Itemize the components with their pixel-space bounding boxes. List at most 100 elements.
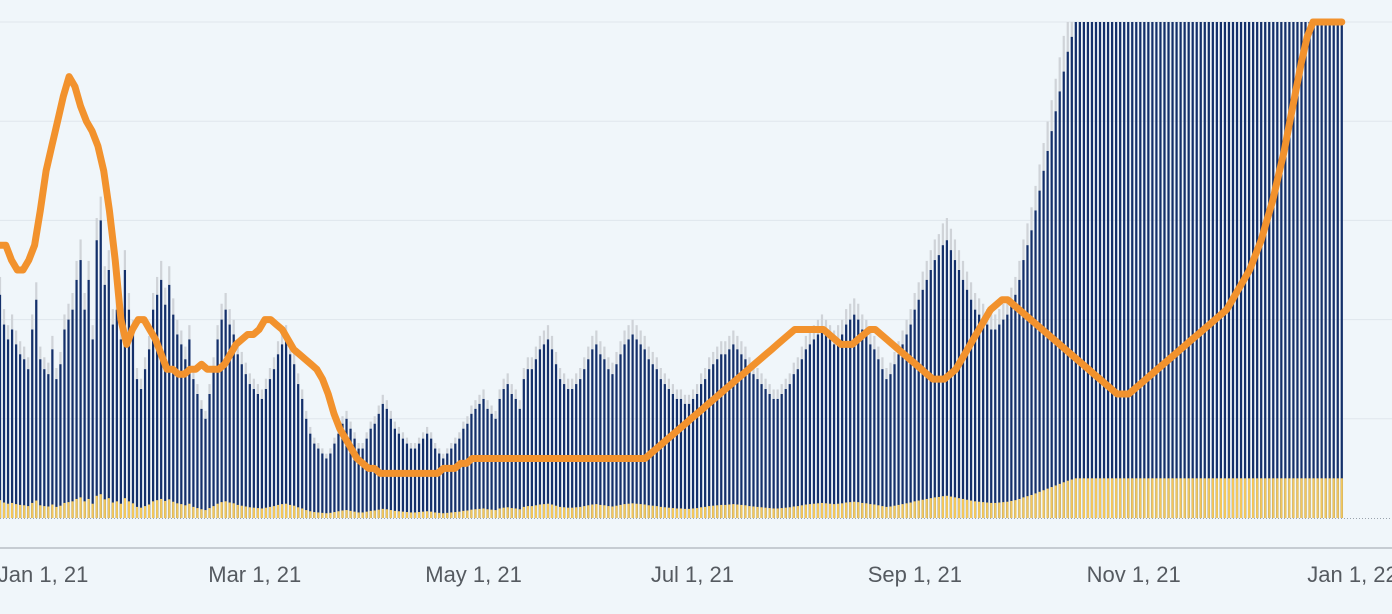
bar-base (349, 510, 352, 518)
bar-base (200, 509, 203, 518)
bar (1106, 22, 1110, 518)
bar (87, 279, 90, 518)
bar (43, 369, 46, 518)
bar (1022, 260, 1025, 518)
bar (502, 389, 505, 518)
bar (321, 453, 324, 518)
bar (756, 379, 759, 518)
bar (75, 279, 78, 518)
bar-base (1191, 478, 1194, 518)
bar (1155, 22, 1158, 518)
bar (712, 364, 715, 518)
bar-base (704, 506, 707, 518)
bar-base (1010, 500, 1013, 518)
bar-base (434, 512, 437, 518)
bar (417, 443, 421, 518)
bar-base (152, 501, 155, 518)
bar-base (720, 504, 723, 518)
bar-base (595, 504, 598, 518)
bar-base (921, 499, 924, 518)
bar-base (538, 504, 542, 518)
bar (619, 354, 622, 518)
bar-base (969, 500, 973, 518)
bar-base (494, 510, 497, 518)
bar-base (905, 503, 908, 518)
bar (2, 324, 6, 518)
bar (550, 349, 554, 518)
x-tick-label: Nov 1, 21 (1087, 562, 1181, 587)
bar-base (885, 506, 888, 518)
bar (1074, 22, 1077, 518)
bar (1123, 22, 1126, 518)
bar (377, 413, 380, 518)
bar (865, 334, 868, 518)
bar (1139, 22, 1142, 518)
bar-base (764, 507, 767, 518)
bar-base (1086, 478, 1090, 518)
bar-base (1139, 478, 1142, 518)
line-layer (0, 18, 1346, 477)
bar (877, 359, 880, 518)
bar-base (687, 508, 691, 518)
bar (567, 389, 570, 518)
bar (1062, 71, 1065, 518)
bar (301, 398, 304, 518)
bar-base (832, 504, 836, 518)
bar-base (280, 504, 284, 518)
bar-base (1227, 478, 1231, 518)
bar (615, 364, 618, 518)
bar (961, 279, 965, 518)
bar-layer (0, 22, 1392, 519)
bar-base (1171, 478, 1174, 518)
bar (885, 379, 888, 518)
bar (1026, 245, 1029, 518)
bar-base (272, 506, 276, 518)
bar-base (679, 508, 683, 518)
bar (921, 289, 924, 518)
bar-base (1046, 488, 1049, 518)
bar-base (925, 498, 928, 518)
bar-base (651, 505, 654, 518)
bar-base (579, 506, 582, 518)
bar-base (1094, 478, 1098, 518)
bar (1187, 22, 1190, 518)
x-tick-label: Jan 1, 21 (0, 562, 88, 587)
bar-base (478, 508, 481, 518)
bar-base (1280, 478, 1283, 518)
bar-base (744, 505, 747, 518)
bar (599, 354, 602, 518)
bar (841, 334, 844, 518)
bar (1199, 22, 1202, 518)
bar (1268, 22, 1271, 518)
bar-base (216, 503, 219, 518)
bar-base (546, 503, 550, 518)
bar-base (309, 511, 312, 518)
bar-base (982, 502, 985, 518)
x-tick-label: Jul 1, 21 (651, 562, 734, 587)
bar-base (973, 501, 977, 518)
bar (587, 359, 590, 518)
bar (760, 384, 763, 518)
bar (244, 374, 247, 518)
bar (679, 398, 683, 518)
bar-base (502, 507, 505, 518)
bar-base (196, 508, 199, 518)
bar-base (35, 500, 38, 518)
bar (438, 453, 441, 518)
bar-base (849, 502, 852, 518)
bar-base (184, 505, 187, 518)
bar-base (252, 507, 255, 518)
bar-base (1264, 478, 1267, 518)
bar (1147, 22, 1150, 518)
bar (317, 448, 320, 518)
bar-base (1235, 478, 1239, 518)
bar-base (462, 510, 465, 518)
bar-base (301, 508, 304, 518)
bar-base (768, 508, 771, 518)
bar-base (1167, 478, 1170, 518)
bar-base (510, 508, 513, 518)
bar-base (220, 502, 223, 518)
bar (671, 394, 675, 518)
bar-base (901, 504, 904, 518)
bar (1066, 51, 1069, 518)
